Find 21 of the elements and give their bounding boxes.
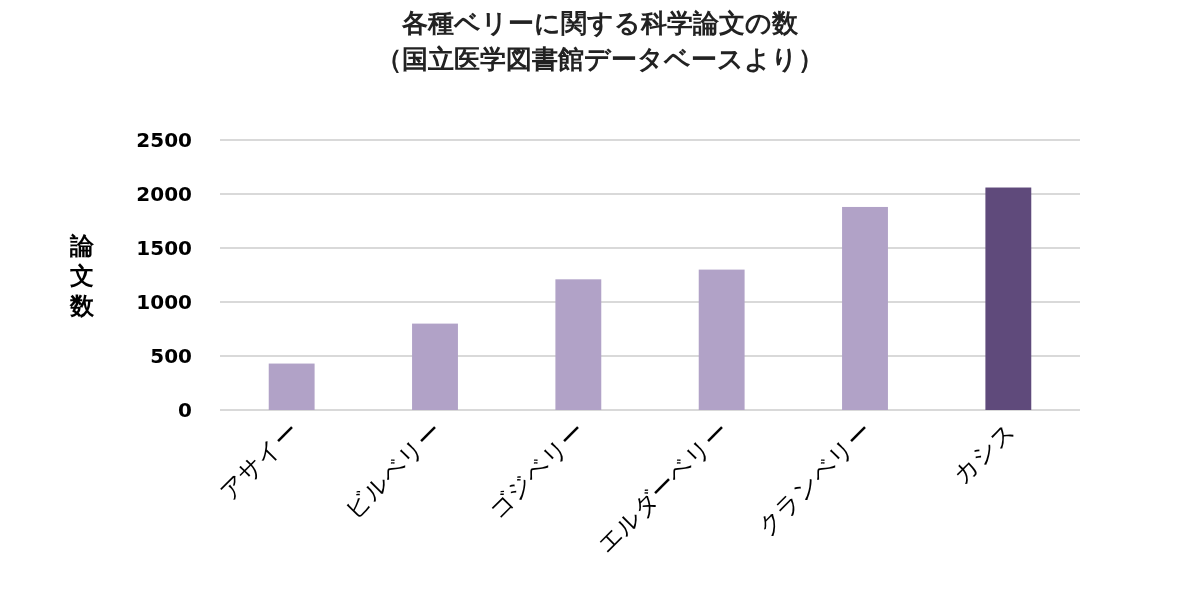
chart-subtitle: （国立医学図書館データベースより） [376,44,824,74]
bar [698,269,745,410]
y-tick-label: 1500 [136,236,192,260]
bar [412,323,458,410]
x-tick-label: アサイー [214,416,304,507]
bar [268,363,315,410]
x-tick-label: ビルベリー [339,416,448,524]
bar [555,279,602,410]
y-tick-label: 2000 [136,182,192,206]
y-axis-title: 論文数 [69,232,95,320]
bar [985,187,1032,410]
x-tick-label: クランベリー [752,416,878,542]
x-tick-label: ゴジベリー [483,416,591,524]
chart-title: 各種ベリーに関する科学論文の数 [401,8,799,38]
x-tick-label: カシス [947,416,1021,490]
y-tick-label: 1000 [136,290,192,314]
y-tick-label: 2500 [136,128,192,152]
bar [842,206,888,410]
y-tick-label: 0 [178,398,192,422]
y-tick-label: 500 [150,344,192,368]
x-tick-label: エルダーベリー [591,416,734,559]
